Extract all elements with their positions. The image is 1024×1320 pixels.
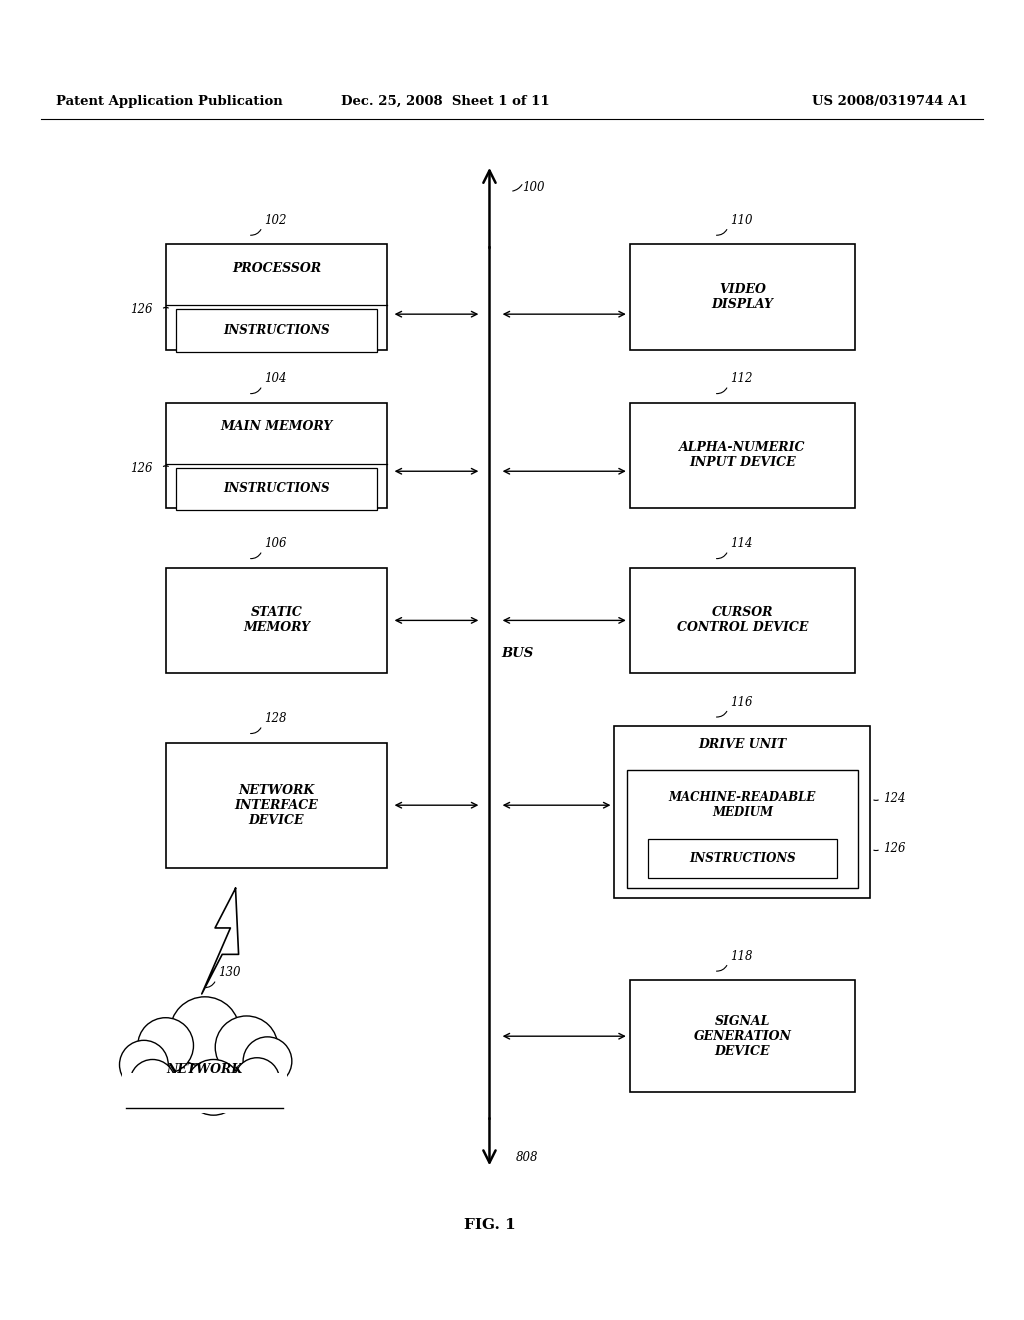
Text: PROCESSOR: PROCESSOR	[231, 261, 322, 275]
Text: 126: 126	[131, 304, 154, 317]
Text: CURSOR
CONTROL DEVICE: CURSOR CONTROL DEVICE	[677, 606, 808, 635]
Text: 114: 114	[730, 537, 753, 550]
Text: 126: 126	[883, 842, 905, 855]
FancyBboxPatch shape	[647, 840, 837, 879]
Text: 124: 124	[883, 792, 905, 805]
Text: 102: 102	[264, 214, 287, 227]
Text: 100: 100	[522, 181, 545, 194]
Text: 104: 104	[264, 372, 287, 385]
FancyBboxPatch shape	[627, 770, 857, 888]
FancyBboxPatch shape	[167, 568, 387, 673]
Text: 116: 116	[730, 696, 753, 709]
Polygon shape	[202, 888, 239, 994]
Ellipse shape	[215, 1016, 278, 1078]
Text: 130: 130	[218, 966, 241, 979]
Text: 128: 128	[264, 713, 287, 726]
FancyBboxPatch shape	[614, 726, 870, 898]
Text: INSTRUCTIONS: INSTRUCTIONS	[689, 853, 796, 865]
Text: ALPHA-NUMERIC
INPUT DEVICE: ALPHA-NUMERIC INPUT DEVICE	[679, 441, 806, 470]
Text: MACHINE-READABLE
MEDIUM: MACHINE-READABLE MEDIUM	[669, 791, 816, 820]
Text: DRIVE UNIT: DRIVE UNIT	[698, 738, 786, 751]
Ellipse shape	[243, 1036, 292, 1085]
Text: VIDEO
DISPLAY: VIDEO DISPLAY	[712, 282, 773, 312]
Text: SIGNAL
GENERATION
DEVICE: SIGNAL GENERATION DEVICE	[693, 1015, 792, 1057]
FancyBboxPatch shape	[630, 403, 855, 508]
FancyBboxPatch shape	[167, 742, 387, 869]
Text: BUS: BUS	[502, 647, 535, 660]
FancyBboxPatch shape	[630, 979, 855, 1093]
Text: Patent Application Publication: Patent Application Publication	[56, 95, 283, 108]
Text: US 2008/0319744 A1: US 2008/0319744 A1	[812, 95, 968, 108]
FancyBboxPatch shape	[630, 568, 855, 673]
Text: Dec. 25, 2008  Sheet 1 of 11: Dec. 25, 2008 Sheet 1 of 11	[341, 95, 550, 108]
FancyBboxPatch shape	[122, 1073, 288, 1113]
Text: STATIC
MEMORY: STATIC MEMORY	[243, 606, 310, 635]
Text: INSTRUCTIONS: INSTRUCTIONS	[223, 323, 330, 337]
FancyBboxPatch shape	[167, 403, 387, 508]
Text: 112: 112	[730, 372, 753, 385]
Text: NETWORK
INTERFACE
DEVICE: NETWORK INTERFACE DEVICE	[234, 784, 318, 826]
Text: 808: 808	[516, 1151, 539, 1164]
Text: 126: 126	[131, 462, 154, 475]
FancyBboxPatch shape	[167, 244, 387, 350]
Ellipse shape	[130, 1060, 175, 1105]
Ellipse shape	[170, 997, 240, 1067]
Text: FIG. 1: FIG. 1	[464, 1218, 515, 1232]
Text: MAIN MEMORY: MAIN MEMORY	[220, 420, 333, 433]
Text: 118: 118	[730, 950, 753, 964]
FancyBboxPatch shape	[630, 244, 855, 350]
FancyBboxPatch shape	[176, 309, 378, 351]
FancyBboxPatch shape	[176, 467, 378, 510]
Text: NETWORK: NETWORK	[167, 1063, 243, 1076]
Ellipse shape	[138, 1018, 194, 1073]
Text: INSTRUCTIONS: INSTRUCTIONS	[223, 482, 330, 495]
Ellipse shape	[185, 1060, 242, 1115]
Ellipse shape	[120, 1040, 168, 1089]
Ellipse shape	[234, 1057, 280, 1104]
Text: 110: 110	[730, 214, 753, 227]
Text: 106: 106	[264, 537, 287, 550]
